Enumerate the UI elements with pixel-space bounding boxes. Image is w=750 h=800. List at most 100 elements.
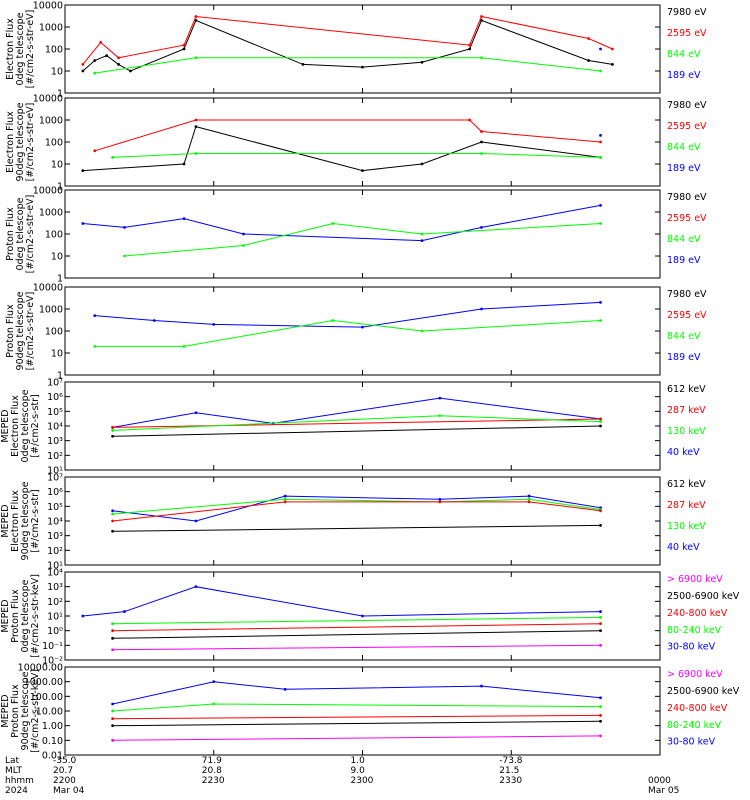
data-point (111, 724, 114, 728)
data-point (182, 217, 186, 221)
data-point (93, 149, 97, 153)
series-line-blue (82, 204, 601, 242)
data-point (420, 329, 424, 333)
legend-entry: 30-80 keV (667, 642, 716, 653)
y-tick-label: 10³ (47, 436, 63, 447)
x-tick-label: 1.0 (351, 756, 366, 766)
data-point (111, 709, 114, 713)
legend-entry: 189 eV (667, 70, 701, 81)
data-point (587, 59, 590, 62)
data-point (599, 734, 602, 738)
data-point (105, 54, 109, 58)
data-point (599, 222, 602, 225)
legend-entry: 240-800 keV (667, 703, 728, 714)
data-point (599, 524, 602, 527)
y-tick-label: 1 (57, 89, 63, 100)
y-tick-label: 10 (51, 252, 63, 263)
y-tick-label: 1000 (39, 305, 63, 316)
y-axis-label: [#/cm2-s-str-eV] (25, 195, 36, 274)
legend-entry: 844 eV (667, 234, 701, 245)
data-point (152, 319, 156, 322)
data-point (111, 512, 114, 516)
legend-entry: > 6900 keV (667, 574, 723, 585)
y-tick-label: 10² (47, 546, 63, 557)
y-tick-label: 1000 (39, 208, 63, 219)
data-point (111, 702, 114, 706)
y-tick-label: 10000.00 (18, 663, 63, 674)
legend-entry: 287 keV (667, 500, 706, 511)
y-axis-label: 0deg telescope (15, 197, 26, 270)
series-line-black (82, 125, 601, 172)
y-tick-label: 10⁶ (47, 392, 63, 403)
data-point (420, 60, 424, 64)
data-point (99, 40, 103, 44)
y-tick-label: 10000 (33, 186, 63, 197)
panel-2: 10000 1000 100 10 1 Electron Flux 90deg telesc… (5, 94, 707, 193)
legend-entry: 80-240 keV (667, 625, 722, 636)
data-point (599, 155, 602, 159)
x-tick-label: 2300 (351, 776, 374, 786)
data-point (93, 344, 97, 348)
y-tick-label: 1.00 (42, 721, 63, 732)
y-tick-label: 100 (45, 327, 63, 338)
legend-entry: 30-80 keV (667, 737, 716, 748)
data-point (611, 47, 614, 51)
data-point (480, 130, 483, 133)
y-axis-label: 0deg telescope (20, 579, 31, 652)
y-tick-label: 10³ (47, 531, 63, 542)
data-point (599, 424, 602, 428)
y-axis-label: Electron Flux (10, 395, 21, 457)
data-point (599, 696, 602, 700)
data-point (93, 314, 97, 318)
data-point (194, 411, 198, 415)
legend-entry: 40 keV (667, 542, 700, 553)
data-point (111, 636, 114, 640)
legend-entry: 40 keV (667, 447, 700, 458)
data-point (599, 714, 602, 717)
y-axis-label: MEPED (0, 409, 11, 442)
legend-entry: 7980 eV (667, 7, 707, 18)
legend-entry: 612 keV (667, 384, 706, 395)
y-tick-label: 10¹ (47, 612, 63, 623)
y-axis-label: [#/cm2-s-str-eV] (25, 292, 36, 371)
data-point (599, 300, 602, 304)
y-tick-label: 10¹ (47, 561, 63, 572)
legend-entry: 130 keV (667, 426, 706, 437)
legend-entry: 7980 eV (667, 192, 707, 203)
data-point (111, 434, 114, 438)
legend-entry: 130 keV (667, 521, 706, 532)
data-point (81, 169, 85, 173)
data-point (599, 705, 602, 708)
y-tick-label: 10⁷ (47, 378, 63, 389)
series-line-green (112, 616, 601, 625)
y-tick-label: 1000 (39, 116, 63, 127)
data-point (438, 414, 442, 418)
x-tick-label: Mar 04 (53, 786, 85, 796)
panel-frame (64, 476, 661, 566)
data-point (480, 140, 483, 144)
y-axis-label: 90deg telescope (20, 481, 31, 560)
data-point (438, 396, 442, 400)
y-tick-label: 10000 (33, 94, 63, 105)
data-point (599, 133, 602, 137)
legend-entry: 844 eV (667, 142, 701, 153)
data-point (129, 69, 132, 73)
legend-entry: 189 eV (667, 255, 701, 266)
y-tick-label: 0.01 (42, 751, 63, 762)
data-point (599, 622, 602, 626)
data-point (599, 47, 602, 51)
y-axis-label: 0deg telescope (20, 389, 31, 462)
series-line-black (82, 19, 613, 72)
series-line-red (112, 623, 601, 632)
y-tick-label: 10 (51, 349, 63, 360)
data-point (81, 62, 85, 66)
data-point (361, 65, 364, 69)
series-line-red (112, 501, 601, 522)
y-axis-label: MEPED (0, 504, 11, 537)
data-point (438, 497, 442, 501)
y-axis-label: Electron Flux (5, 18, 16, 80)
data-point (194, 125, 198, 129)
data-point (361, 614, 364, 618)
data-point (331, 319, 335, 322)
